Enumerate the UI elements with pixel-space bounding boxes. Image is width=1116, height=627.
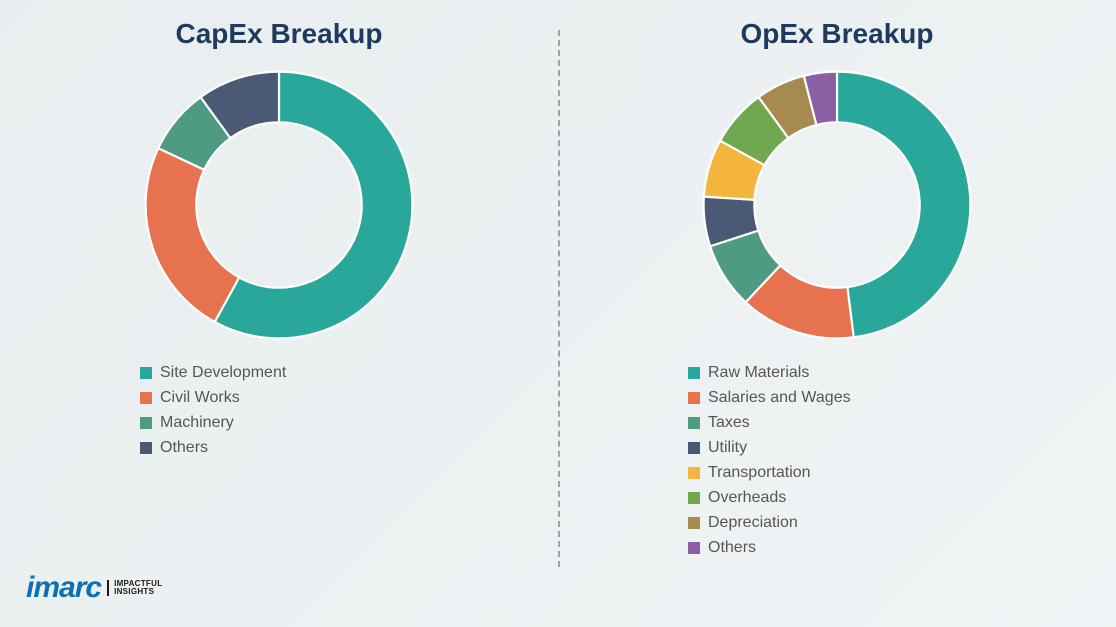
legend-label: Raw Materials	[708, 364, 809, 382]
legend-swatch	[140, 367, 152, 379]
legend-item: Transportation	[688, 464, 851, 482]
legend-label: Others	[708, 539, 756, 557]
legend-swatch	[688, 417, 700, 429]
legend-label: Others	[160, 439, 208, 457]
legend-label: Machinery	[160, 414, 234, 432]
legend-item: Others	[688, 539, 851, 557]
legend-swatch	[688, 392, 700, 404]
capex-panel: CapEx Breakup Site Development Civil Work…	[0, 0, 558, 627]
opex-donut-svg	[692, 60, 982, 350]
legend-item: Machinery	[140, 414, 286, 432]
opex-title: OpEx Breakup	[741, 18, 934, 50]
legend-swatch	[688, 542, 700, 554]
legend-swatch	[688, 517, 700, 529]
legend-label: Site Development	[160, 364, 286, 382]
brand-logo: imarc IMPACTFUL INSIGHTS	[26, 571, 162, 605]
opex-legend: Raw Materials Salaries and Wages Taxes Util…	[688, 364, 851, 557]
donut-segment	[146, 148, 240, 322]
legend-item: Site Development	[140, 364, 286, 382]
legend-label: Overheads	[708, 489, 786, 507]
logo-wordmark: imarc	[26, 571, 101, 605]
legend-item: Utility	[688, 439, 851, 457]
main-container: CapEx Breakup Site Development Civil Work…	[0, 0, 1116, 627]
legend-swatch	[140, 442, 152, 454]
legend-item: Overheads	[688, 489, 851, 507]
legend-swatch	[688, 467, 700, 479]
legend-swatch	[688, 442, 700, 454]
capex-donut-chart	[134, 60, 424, 350]
legend-item: Taxes	[688, 414, 851, 432]
vertical-divider	[558, 30, 560, 567]
capex-donut-svg	[134, 60, 424, 350]
logo-tagline: IMPACTFUL INSIGHTS	[107, 580, 162, 597]
legend-item: Salaries and Wages	[688, 389, 851, 407]
capex-title: CapEx Breakup	[176, 18, 383, 50]
legend-swatch	[688, 492, 700, 504]
opex-panel: OpEx Breakup Raw Materials Salaries and W…	[558, 0, 1116, 627]
legend-item: Raw Materials	[688, 364, 851, 382]
legend-swatch	[140, 392, 152, 404]
legend-item: Others	[140, 439, 286, 457]
legend-swatch	[140, 417, 152, 429]
legend-item: Depreciation	[688, 514, 851, 532]
legend-label: Utility	[708, 439, 747, 457]
capex-legend: Site Development Civil Works Machinery Othe…	[140, 364, 286, 457]
legend-label: Taxes	[708, 414, 750, 432]
legend-item: Civil Works	[140, 389, 286, 407]
legend-label: Depreciation	[708, 514, 798, 532]
opex-donut-chart	[692, 60, 982, 350]
logo-tagline-line2: INSIGHTS	[114, 587, 154, 596]
legend-label: Transportation	[708, 464, 811, 482]
legend-swatch	[688, 367, 700, 379]
legend-label: Salaries and Wages	[708, 389, 851, 407]
legend-label: Civil Works	[160, 389, 240, 407]
donut-segment	[837, 72, 970, 338]
